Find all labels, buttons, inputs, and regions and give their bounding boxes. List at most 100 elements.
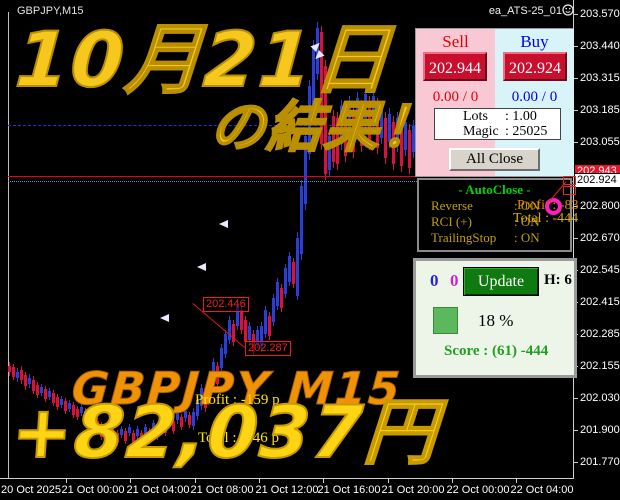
candle-body [124,431,127,441]
buy-count: 0 [430,271,439,290]
time-label: 21 Oct 08:00 [190,484,254,496]
candle-body [208,376,211,394]
candle-body [168,415,171,422]
price-axis[interactable]: 203.570 203.440 203.315 203.185 203.055 202.8… [574,0,620,478]
candle-body [224,334,227,354]
candle-body [296,238,299,296]
candle-body [140,433,143,442]
time-tick [195,479,196,483]
time-tick [516,479,517,483]
chart-area[interactable]: 202.446 202.287 [0,0,573,478]
ask-price-line [8,176,573,177]
lots-value: : 1.00 [505,109,537,124]
ea-name-label: ea_ATS-25_01 [488,5,562,17]
update-button[interactable]: Update [463,267,539,296]
lots-magic-box: Lots : 1.00 Magic : 25025 [434,108,561,140]
price-tick-dash [574,461,578,463]
candle-body [120,429,123,435]
price-tick-dash [574,77,578,79]
buy-price-button[interactable]: 202.924 [503,52,567,81]
candle-body [320,32,323,144]
trade-arrow-icon [197,263,206,271]
candle-body [68,403,71,409]
candle-body [292,262,295,284]
price-tick: 201.770 [574,456,620,468]
candle-body [348,102,351,134]
percent-value: 18 % [478,311,514,330]
time-label: 20 Oct 2025 [1,484,61,496]
candle-body [36,385,39,395]
candle-body [220,348,223,368]
buy-stats: 0.00 / 0 [511,89,558,105]
trade-panel: Sell Buy 202.944 202.924 0.00 / 0 0.00 /… [415,28,574,177]
bid-price-line [8,181,573,182]
time-tick [259,479,260,483]
price-tick-dash [574,45,578,47]
all-close-button[interactable]: All Close [449,148,540,171]
candle-body [228,320,231,340]
lots-label: Lots [463,109,488,124]
time-tick [388,479,389,483]
time-axis[interactable]: 20 Oct 2025 21 Oct 00:00 21 Oct 04:00 21 Oc… [0,479,620,500]
price-tick: 202.415 [574,296,620,308]
ea-smiley-icon [562,4,574,16]
candle-body [200,388,203,406]
candle-body [344,114,347,156]
candle-body [60,399,63,405]
candle-body [12,367,15,377]
dashed-level-line [8,125,573,126]
time-tick [130,479,131,483]
price-tick: 203.185 [574,104,620,116]
candle-body [48,391,51,397]
candle-body [192,412,195,426]
autoclose-title: - AutoClose - [458,182,531,197]
candle-body [256,330,259,344]
comment-profit-pips: Profit : -159 p [195,392,280,408]
candle-body [308,86,311,154]
autoclose-row-label: TrailingStop [431,230,497,245]
candle-body [376,104,379,148]
candle-body [40,387,43,393]
price-tick: 201.900 [574,424,620,436]
candle-body [236,306,239,326]
candle-body [248,326,251,340]
time-label: 21 Oct 04:00 [126,484,190,496]
candle-body [188,415,191,425]
candle-body [156,427,159,437]
candle-body [336,118,339,164]
candle-body [300,186,303,254]
candle-body [388,114,391,142]
price-tick: 202.800 [574,200,620,212]
candle-body [20,370,23,380]
price-tick: 203.055 [574,136,620,148]
candle-body [24,375,27,386]
candle-body [244,320,247,342]
candle-body [108,429,111,439]
candle-body [380,110,383,138]
headline-result: の結果！ [207,94,441,160]
chart-title: GBPJPY,M15 [17,5,84,17]
buy-label: Buy [520,32,549,51]
candle-body [332,116,335,162]
candle-body [92,417,95,424]
candle-body [100,425,103,437]
price-tick-dash [574,429,578,431]
price-tick: 202.670 [574,232,620,244]
candle-body [16,372,19,378]
price-tick: 202.285 [574,328,620,340]
chart-total-label: Total : -444 [513,211,579,226]
time-label: 21 Oct 12:00 [255,484,319,496]
order-close-marker [563,176,576,185]
candle-body [240,310,243,330]
autoclose-row-label: Reverse [431,198,473,213]
candle-body [364,94,367,122]
magic-label: Magic [463,124,499,139]
progress-square [433,307,458,334]
magic-value: : 25025 [505,124,548,139]
price-tick: 203.570 [574,8,620,20]
sell-price-button[interactable]: 202.944 [423,52,487,81]
candle-body [400,126,403,166]
candle-body [396,118,399,146]
candle-body [196,400,199,416]
candle-body [136,429,139,436]
